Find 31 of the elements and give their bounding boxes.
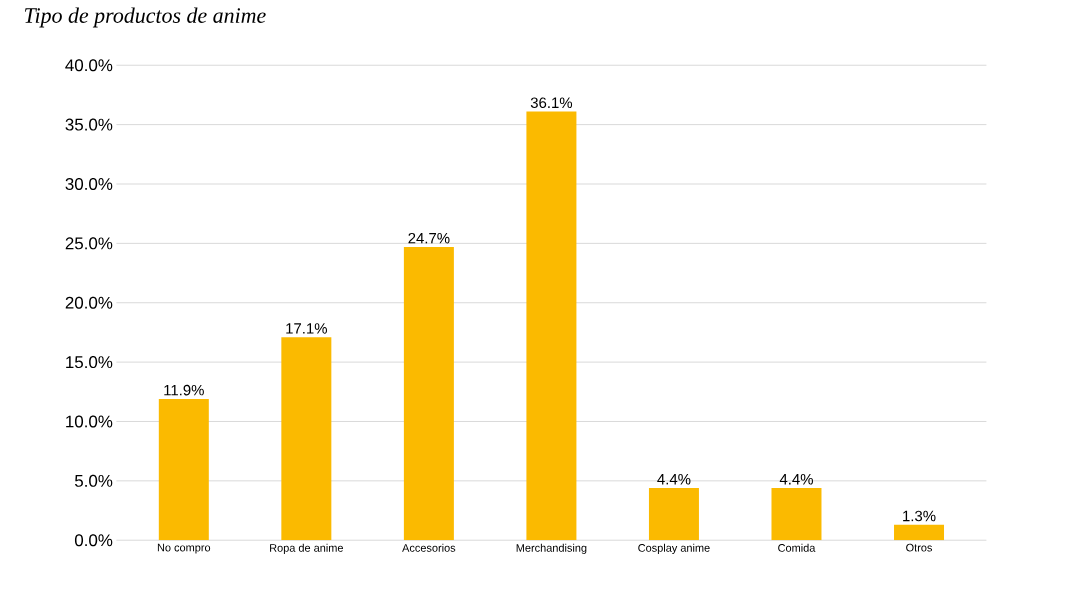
y-tick-label: 5.0%	[74, 474, 113, 487]
y-tick-label: 35.0%	[65, 118, 113, 131]
bar	[526, 111, 577, 541]
x-tick-label: Accesorios	[402, 543, 456, 552]
data-label: 17.1%	[286, 323, 327, 334]
bar	[894, 524, 945, 541]
y-tick-label: 15.0%	[66, 356, 113, 369]
x-tick-label: Comida	[778, 543, 816, 552]
x-tick-label: Ropa de anime	[270, 543, 343, 554]
bar	[403, 246, 454, 541]
bar	[281, 337, 332, 541]
data-label: 24.7%	[408, 232, 450, 244]
bar	[158, 398, 209, 541]
data-label: 11.9%	[164, 384, 204, 396]
y-tick-label: 30.0%	[65, 177, 113, 190]
x-tick-label: No compro	[157, 543, 211, 554]
bar	[771, 487, 822, 541]
chart-title: Tipo de productos de anime	[24, 7, 266, 28]
x-tick-label: Cosplay anime	[638, 543, 710, 554]
y-tick-label: 20.0%	[65, 296, 113, 309]
data-label: 4.4%	[779, 474, 813, 485]
y-tick-label: 10.0%	[66, 415, 113, 428]
bar	[648, 487, 699, 541]
data-label: 1.3%	[903, 510, 936, 522]
x-tick-label: Merchandising	[516, 543, 587, 554]
y-tick-label: 25.0%	[65, 237, 113, 250]
data-label: 4.4%	[657, 474, 691, 485]
x-tick-label: Otros	[906, 543, 933, 552]
y-tick-label: 40.0%	[65, 59, 113, 72]
data-label: 36.1%	[530, 97, 573, 109]
y-tick-label: 0.0%	[74, 534, 113, 547]
